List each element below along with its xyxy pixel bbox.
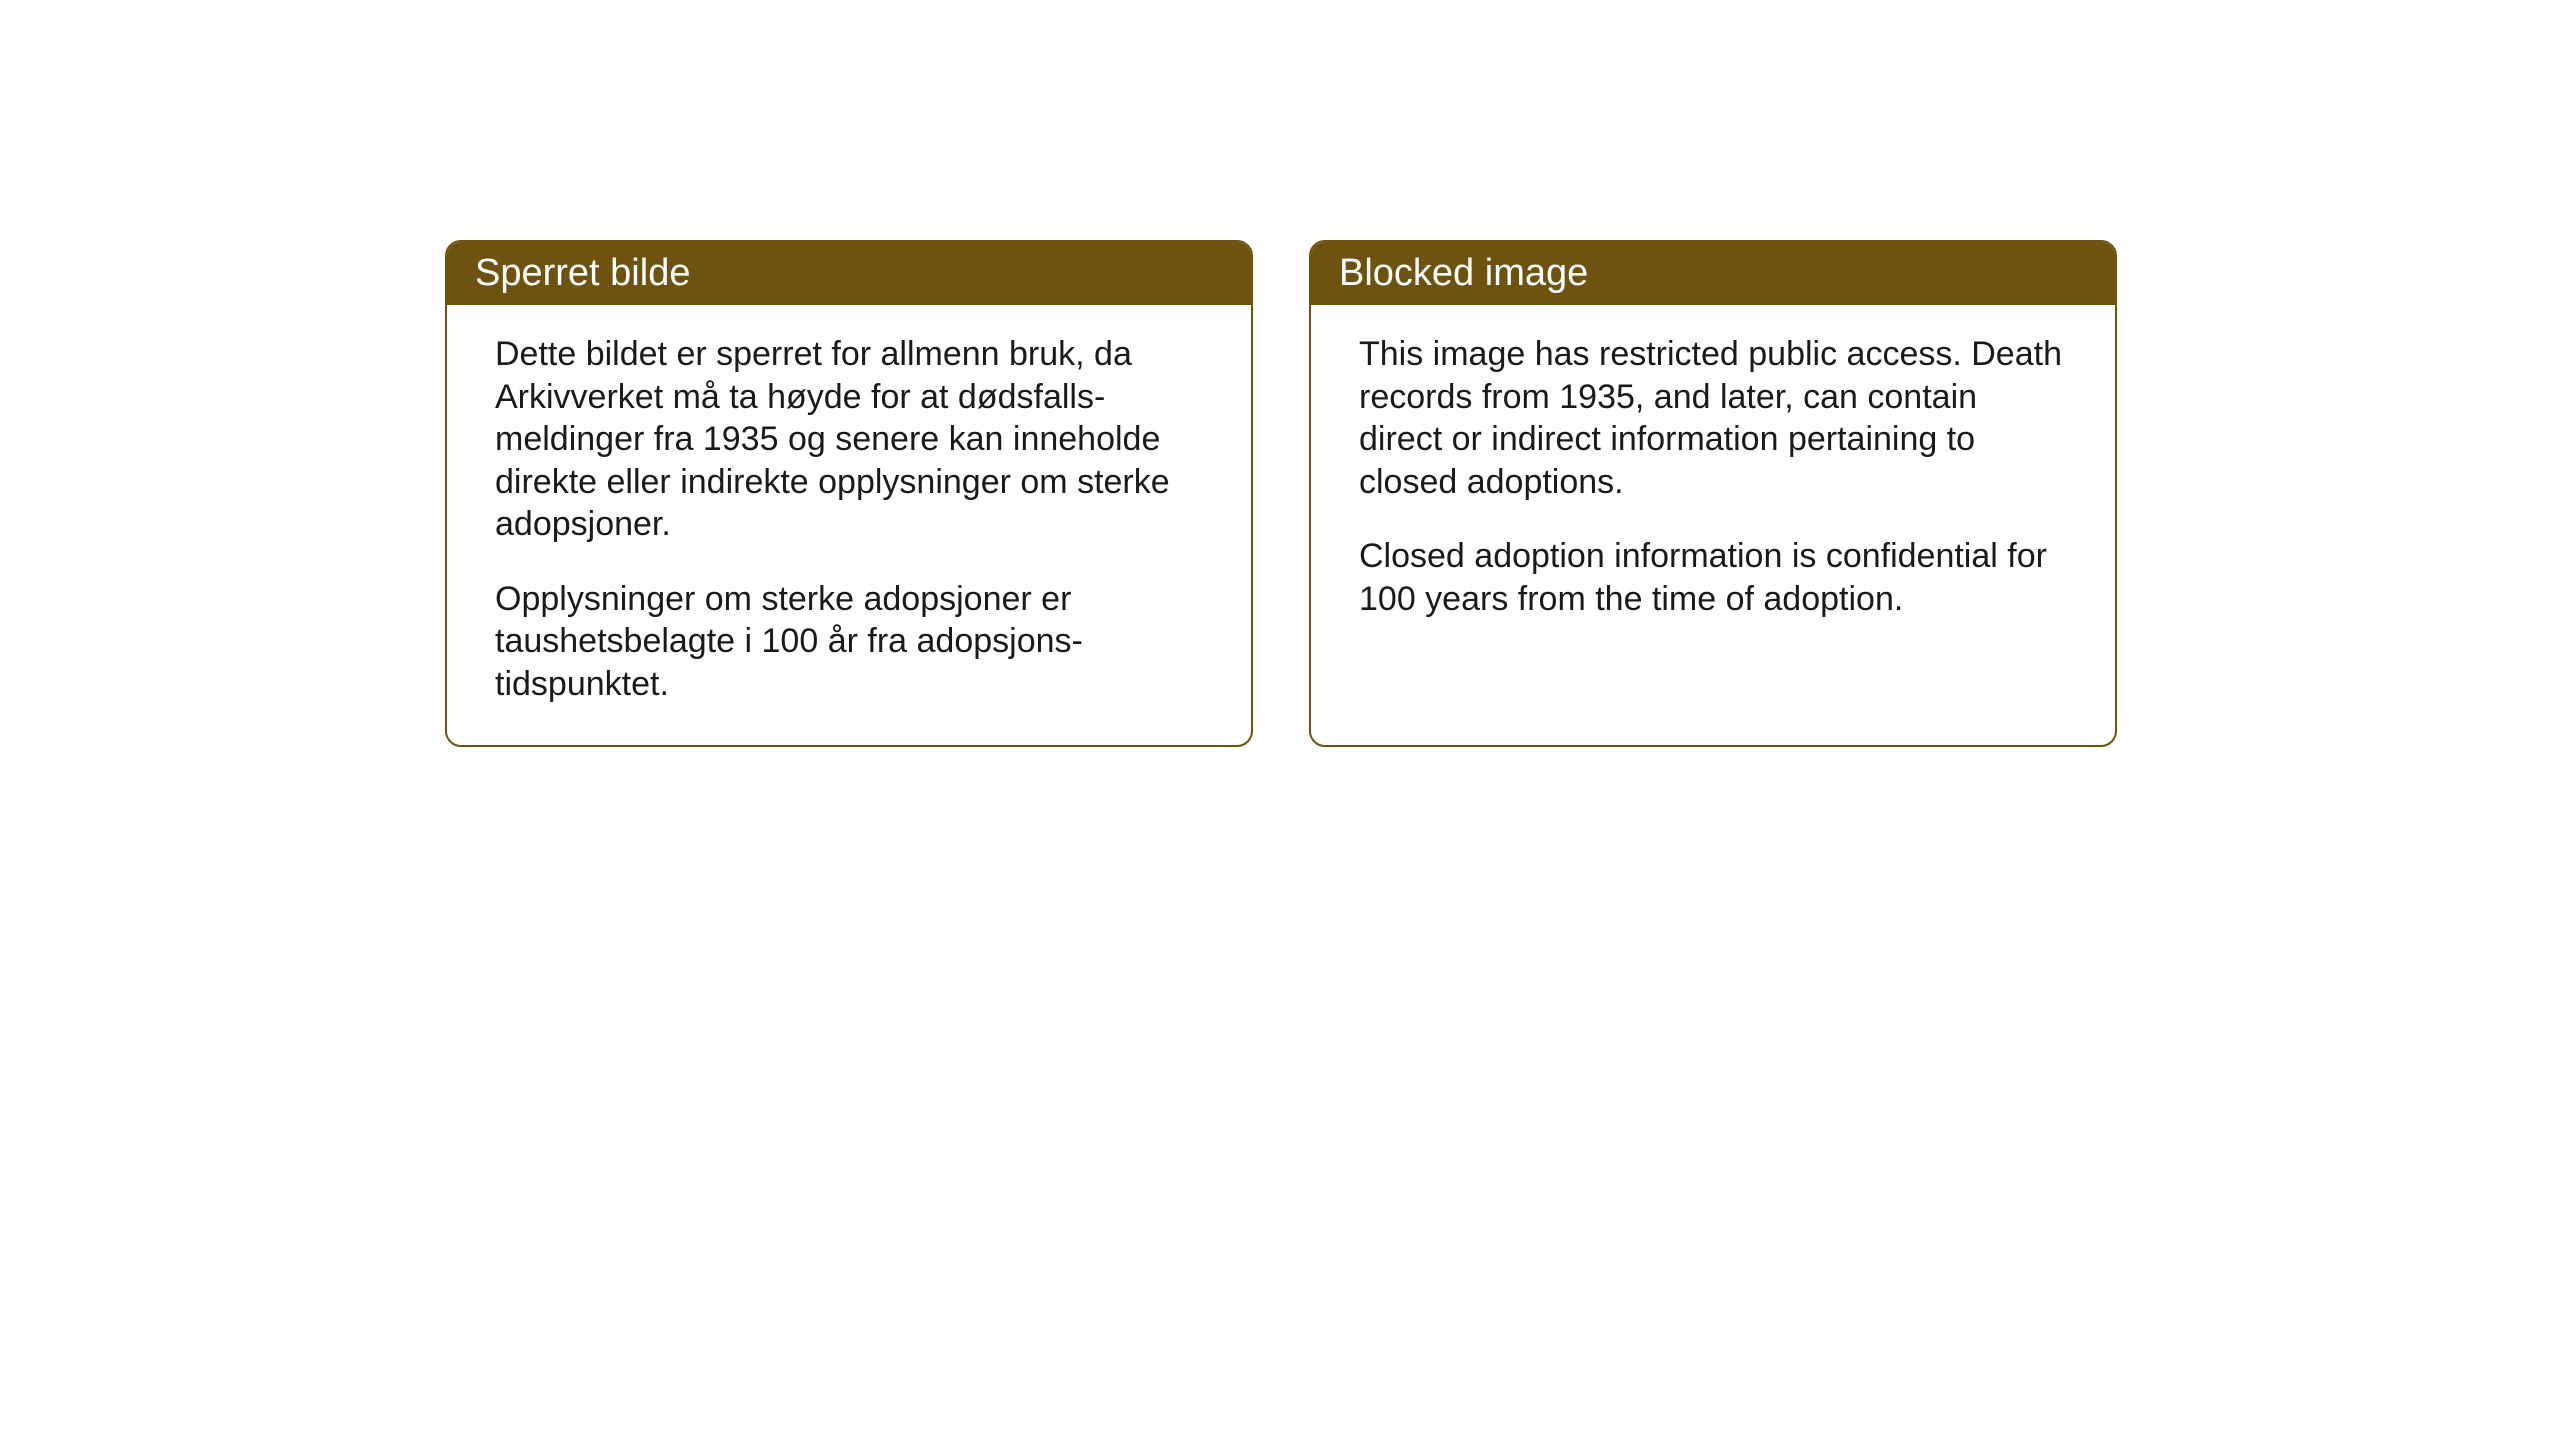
notice-title-english: Blocked image [1339, 252, 1588, 294]
notice-body-norwegian: Dette bildet er sperret for allmenn bruk… [447, 305, 1251, 745]
notice-card-english: Blocked image This image has restricted … [1309, 240, 2117, 747]
notice-header-norwegian: Sperret bilde [447, 242, 1251, 305]
notice-paragraph: Opplysninger om sterke adopsjoner er tau… [495, 578, 1203, 706]
notice-paragraph: This image has restricted public access.… [1359, 333, 2067, 503]
notice-card-norwegian: Sperret bilde Dette bildet er sperret fo… [445, 240, 1253, 747]
notice-container: Sperret bilde Dette bildet er sperret fo… [445, 240, 2117, 747]
notice-title-norwegian: Sperret bilde [475, 252, 690, 294]
notice-header-english: Blocked image [1311, 242, 2115, 305]
notice-body-english: This image has restricted public access.… [1311, 305, 2115, 660]
notice-paragraph: Dette bildet er sperret for allmenn bruk… [495, 333, 1203, 546]
notice-paragraph: Closed adoption information is confident… [1359, 535, 2067, 620]
